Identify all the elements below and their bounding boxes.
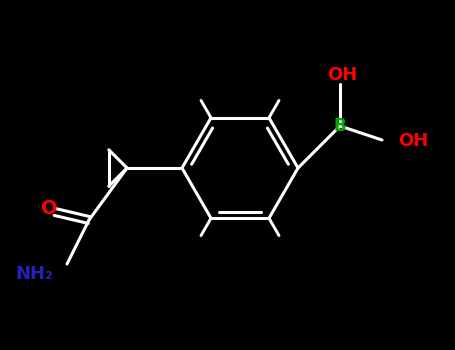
Text: O: O [40, 198, 57, 217]
Text: NH₂: NH₂ [15, 265, 53, 283]
Text: B: B [334, 117, 346, 135]
Text: OH: OH [398, 132, 428, 150]
Text: OH: OH [327, 66, 357, 84]
